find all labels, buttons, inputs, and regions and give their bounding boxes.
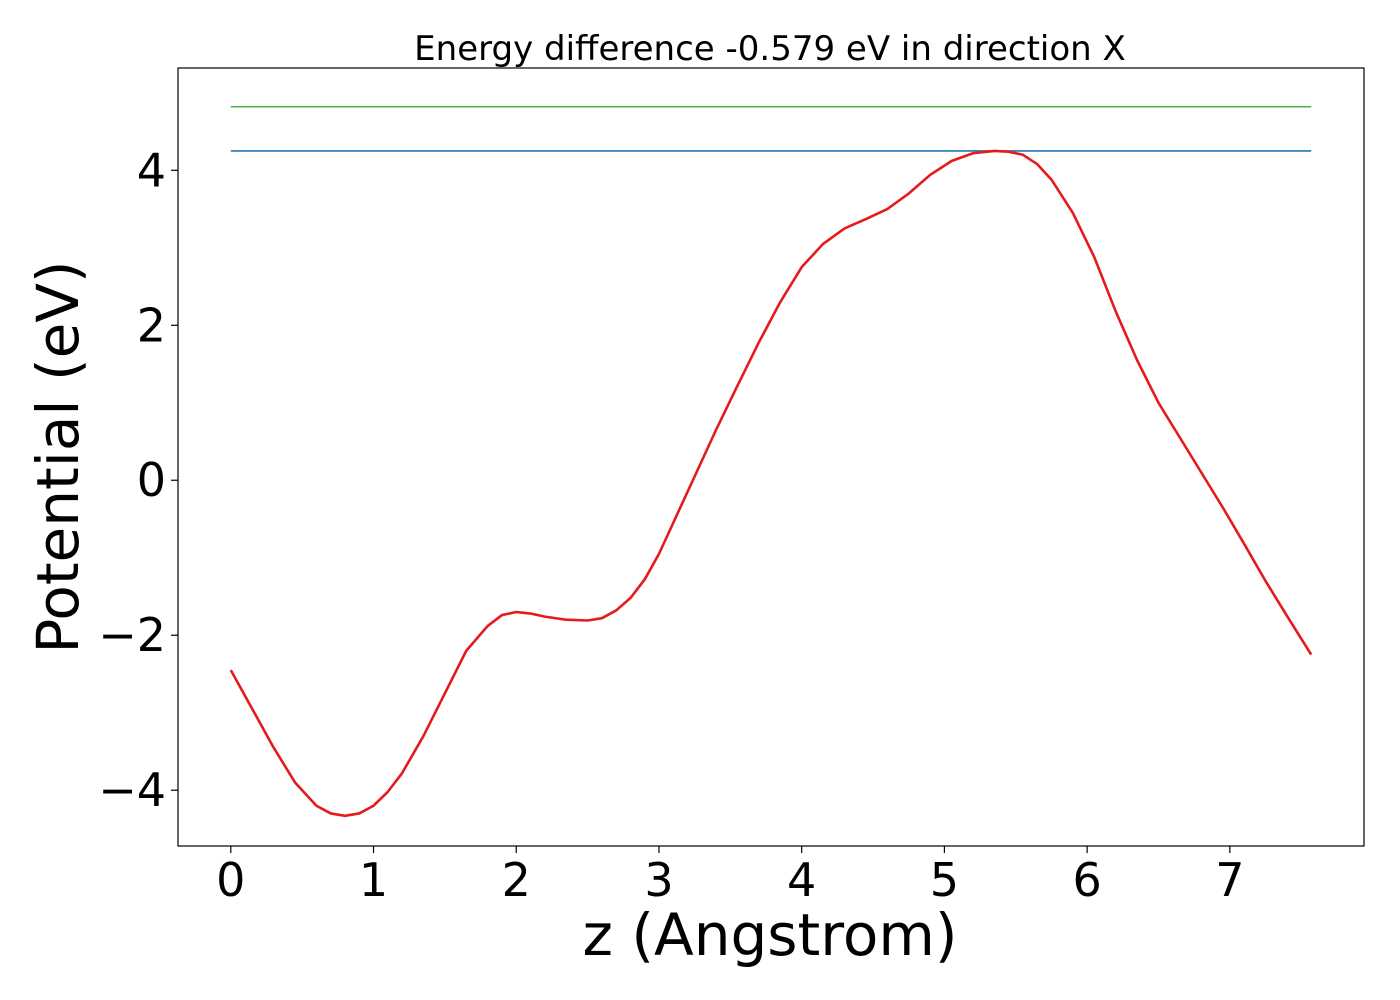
series-line-1 xyxy=(229,149,1313,818)
x-tick-label: 1 xyxy=(359,853,388,907)
x-tick-label: 4 xyxy=(787,853,816,907)
x-tick-label: 2 xyxy=(502,853,531,907)
x-axis: 0 1 2 3 4 5 6 7 xyxy=(216,846,1244,907)
x-axis-label: z (Angstrom) xyxy=(583,901,958,969)
axes-frame xyxy=(177,67,1365,847)
chart-title: Energy difference -0.579 eV in direction… xyxy=(414,29,1126,69)
x-tick-label: 3 xyxy=(644,853,673,907)
x-tick-label: 7 xyxy=(1215,853,1244,907)
y-axis: −4 −2 0 2 4 xyxy=(98,143,178,817)
y-tick-label: −2 xyxy=(98,608,166,662)
x-tick-label: 6 xyxy=(1072,853,1101,907)
y-axis-label: Potential (eV) xyxy=(24,260,92,653)
y-tick-label: 2 xyxy=(137,298,166,352)
y-tick-label: 0 xyxy=(137,453,166,507)
x-tick-label: 5 xyxy=(930,853,959,907)
plot-area xyxy=(229,105,1313,818)
y-tick-label: 4 xyxy=(137,143,166,197)
y-tick-label: −4 xyxy=(98,763,166,817)
x-tick-label: 0 xyxy=(216,853,245,907)
